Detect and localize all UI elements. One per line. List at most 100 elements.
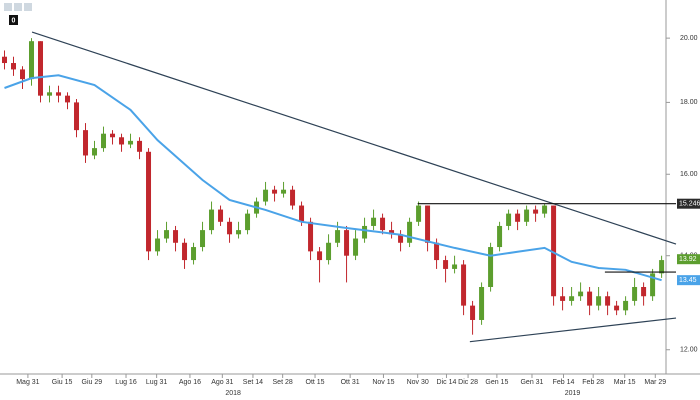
candle-body — [74, 102, 80, 131]
candle-body — [263, 189, 269, 202]
x-tick-label: Dic 28 — [458, 379, 478, 386]
candle-body — [191, 247, 197, 261]
candle-body — [2, 56, 8, 64]
candle-body — [569, 296, 575, 301]
candle-body — [488, 247, 494, 287]
y-tick-label: 20.00 — [680, 35, 698, 42]
candle-body — [344, 230, 350, 256]
candle-body — [659, 260, 665, 274]
price-label: 13.45 — [679, 277, 697, 284]
price-label-box — [677, 275, 700, 286]
candle-body — [101, 133, 107, 149]
x-tick-label: Gen 31 — [520, 379, 543, 386]
candle-body — [146, 151, 152, 252]
candle-body — [182, 242, 188, 261]
candle-body — [398, 234, 404, 243]
candle-body — [425, 205, 431, 243]
x-tick-label: Giu 29 — [82, 379, 103, 386]
candle-body — [137, 140, 143, 152]
candle-body — [650, 273, 656, 297]
candle-body — [623, 300, 629, 311]
candle-body — [281, 189, 287, 194]
candle-body — [155, 238, 161, 252]
price-label: 13.92 — [679, 256, 697, 263]
tool-icon[interactable] — [4, 3, 12, 11]
candle-body — [245, 213, 251, 231]
candle-body — [452, 264, 458, 269]
y-tick-label: 12.00 — [680, 347, 698, 354]
candle-body — [560, 296, 566, 301]
x-tick-label: Nov 30 — [407, 379, 429, 386]
candle-body — [56, 92, 62, 96]
x-tick-label: Mar 29 — [644, 379, 666, 386]
candle-body — [434, 242, 440, 261]
candle-body — [479, 286, 485, 320]
candle-body — [218, 209, 224, 222]
candle-body — [443, 260, 449, 269]
year-label: 2019 — [565, 390, 581, 397]
x-tick-label: Set 14 — [243, 379, 263, 386]
tool-icon[interactable] — [14, 3, 22, 11]
candle-body — [317, 251, 323, 261]
x-tick-label: Giu 15 — [52, 379, 73, 386]
toolbar-box[interactable] — [9, 15, 18, 25]
candle-body — [20, 69, 26, 80]
candle-body — [605, 296, 611, 306]
candle-body — [173, 230, 179, 243]
y-tick-label: 16.00 — [680, 171, 698, 178]
candle-body — [200, 230, 206, 248]
candle-body — [515, 213, 521, 222]
price-label-box — [677, 198, 700, 209]
candle-body — [11, 63, 17, 70]
candle-body — [335, 230, 341, 243]
candle-body — [407, 221, 413, 243]
x-tick-label: Ago 16 — [179, 379, 201, 386]
candle-body — [470, 305, 476, 320]
candle-body — [371, 217, 377, 226]
x-tick-label: Set 28 — [273, 379, 293, 386]
candle-body — [533, 209, 539, 214]
candle-body — [236, 230, 242, 235]
x-tick-label: Ago 31 — [211, 379, 233, 386]
candle-body — [65, 95, 71, 103]
candle-body — [272, 189, 278, 194]
candle-body — [497, 225, 503, 248]
candle-body — [227, 221, 233, 235]
trendline — [469, 317, 677, 343]
x-tick-label: Feb 28 — [582, 379, 604, 386]
candle-body — [290, 189, 296, 206]
y-tick-label: 18.00 — [680, 99, 698, 106]
x-tick-label: Lug 16 — [115, 379, 137, 386]
candle-body — [362, 225, 368, 239]
candle-body — [164, 230, 170, 239]
candle-body — [110, 133, 116, 138]
candle-body — [209, 209, 215, 231]
x-tick-label: Gen 15 — [485, 379, 508, 386]
x-tick-label: Feb 14 — [553, 379, 575, 386]
candle-body — [587, 291, 593, 306]
candle-body — [542, 205, 548, 214]
candle-body — [326, 242, 332, 261]
candle-body — [461, 264, 467, 306]
toolbar-label[interactable]: 0 — [12, 17, 16, 24]
moving-average — [4, 74, 662, 282]
x-tick-label: Lug 31 — [146, 379, 168, 386]
price-label: 15.246 — [679, 201, 700, 208]
candle-body — [524, 209, 530, 222]
candle-body — [128, 140, 134, 145]
toolbar[interactable]: 0 — [4, 3, 32, 25]
candle-body — [92, 148, 98, 156]
candle-body — [389, 230, 395, 235]
candle-body — [353, 238, 359, 256]
x-tick-label: Dic 14 — [437, 379, 457, 386]
year-label: 2018 — [225, 390, 241, 397]
candle-body — [416, 205, 422, 222]
x-tick-label: Ott 31 — [341, 379, 360, 386]
candle-body — [38, 41, 44, 96]
candle-body — [632, 286, 638, 301]
candle-body — [506, 213, 512, 226]
candle-body — [596, 296, 602, 306]
tool-icon[interactable] — [24, 3, 32, 11]
